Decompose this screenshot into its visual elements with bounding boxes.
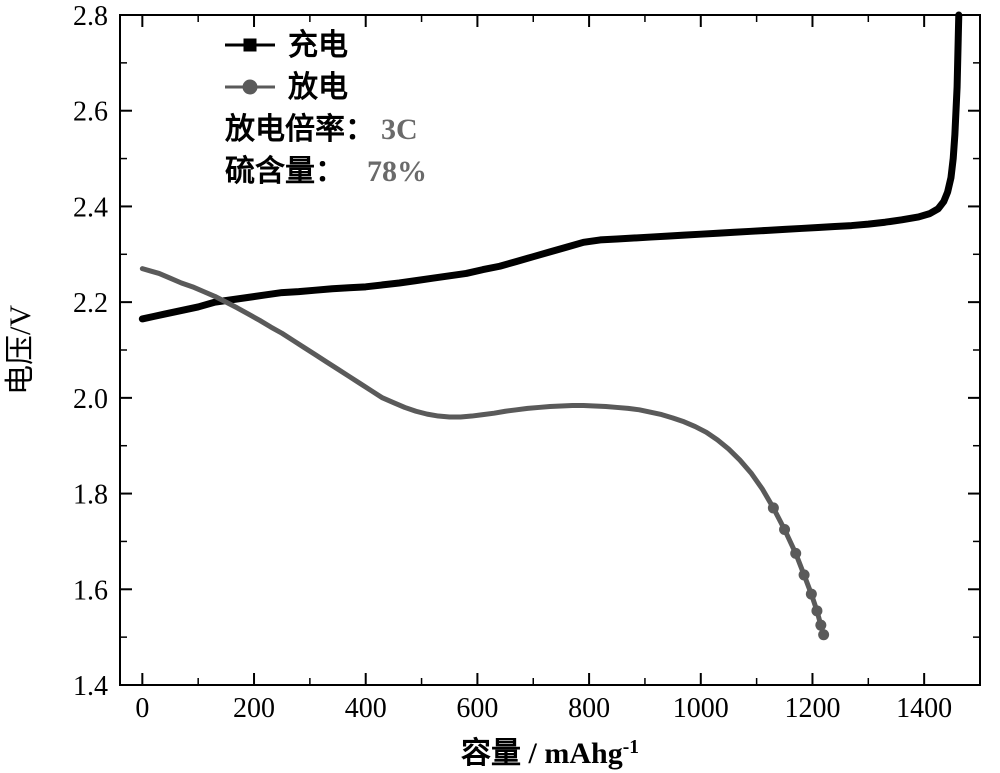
svg-text:放电倍率：3C: 放电倍率：3C	[224, 112, 418, 146]
svg-text:硫含量：78%: 硫含量：78%	[225, 154, 427, 188]
svg-text:800: 800	[568, 693, 610, 724]
svg-text:充电: 充电	[288, 29, 348, 62]
y-axis-label: 电压/V	[4, 305, 37, 395]
svg-text:1.8: 1.8	[73, 480, 108, 511]
svg-text:2.8: 2.8	[73, 1, 108, 32]
x-axis-label: 容量 / mAhg-1	[461, 737, 639, 771]
y-axis-ticks: 1.4 1.6 1.8 2.0 2.2 2.4 2.6 2.8	[73, 1, 980, 702]
svg-text:1.4: 1.4	[73, 671, 108, 702]
svg-text:2.6: 2.6	[73, 97, 108, 128]
voltage-capacity-chart: 0 200 400 600 800 1000 1200 1400 1.4 1.6 1.8 2.0 2.2…	[0, 0, 1000, 773]
svg-text:1200: 1200	[784, 693, 840, 724]
svg-text:2.2: 2.2	[73, 288, 108, 319]
svg-text:400: 400	[345, 693, 387, 724]
legend: 充电放电放电倍率：3C 硫含量：78%	[224, 29, 427, 188]
svg-text:600: 600	[456, 693, 498, 724]
svg-text:放电: 放电	[287, 71, 348, 104]
chart-container: 0 200 400 600 800 1000 1200 1400 1.4 1.6 1.8 2.0 2.2…	[0, 0, 1000, 773]
svg-text:2.4: 2.4	[73, 192, 108, 223]
svg-text:200: 200	[233, 693, 275, 724]
svg-text:1.6: 1.6	[73, 575, 108, 606]
svg-text:1000: 1000	[673, 693, 729, 724]
svg-text:2.0: 2.0	[73, 384, 108, 415]
svg-text:0: 0	[135, 693, 149, 724]
svg-text:1400: 1400	[896, 693, 952, 724]
series-discharge	[142, 269, 829, 641]
